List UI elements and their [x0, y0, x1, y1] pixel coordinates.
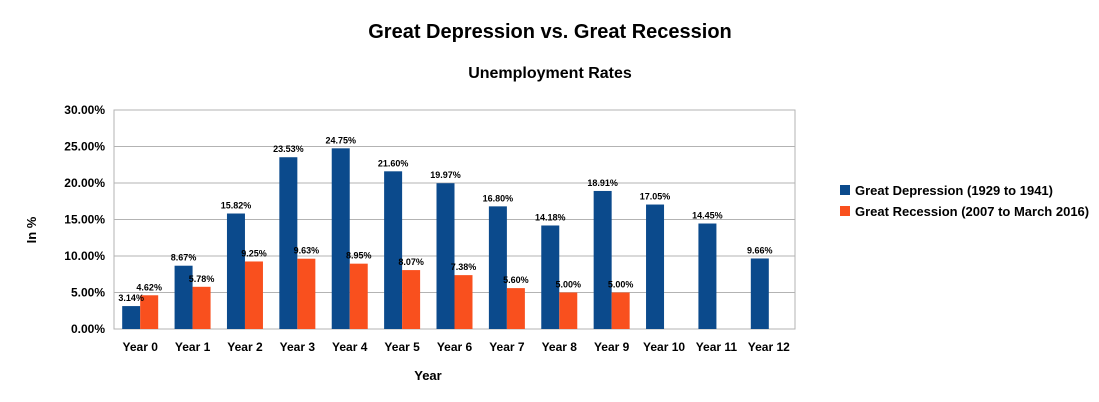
x-tick-label: Year 0: [123, 340, 159, 354]
data-label: 18.91%: [587, 178, 618, 188]
data-label: 7.38%: [451, 262, 477, 272]
bar-great-recession: [349, 263, 368, 329]
bar-great-depression: [646, 204, 665, 329]
chart-title: Great Depression vs. Great Recession: [368, 21, 732, 43]
x-tick-label: Year 6: [437, 340, 473, 354]
data-label: 9.66%: [747, 245, 773, 255]
y-tick-label: 10.00%: [64, 249, 105, 263]
bar-great-depression: [750, 258, 769, 329]
legend: Great Depression (1929 to 1941) Great Re…: [840, 183, 1089, 219]
data-label: 21.60%: [378, 158, 409, 168]
bar-great-recession: [192, 286, 211, 329]
bar-great-recession: [611, 292, 630, 329]
data-label: 8.67%: [171, 253, 197, 263]
data-label: 8.07%: [398, 257, 424, 267]
data-label: 4.62%: [136, 282, 162, 292]
data-label: 5.00%: [608, 280, 634, 290]
bar-great-recession: [297, 258, 316, 329]
bar-great-depression: [541, 225, 560, 329]
data-label: 9.63%: [294, 246, 320, 256]
bar-great-depression: [279, 157, 298, 329]
x-tick-label: Year 7: [489, 340, 525, 354]
legend-swatch-great-depression: [840, 185, 850, 195]
x-tick-label: Year 8: [542, 340, 578, 354]
y-tick-label: 20.00%: [64, 176, 105, 190]
bar-great-recession: [244, 261, 263, 329]
bars: [122, 148, 769, 329]
data-label: 5.60%: [503, 275, 529, 285]
bar-great-recession: [140, 295, 159, 329]
data-label: 14.45%: [692, 211, 723, 221]
bar-great-depression: [436, 183, 455, 329]
data-labels: 3.14% 8.67% 15.82% 23.53% 24.75% 21.60% 19.97%…: [118, 135, 772, 303]
data-label: 3.14%: [118, 293, 144, 303]
data-label: 9.25%: [241, 248, 267, 258]
data-label: 19.97%: [430, 170, 461, 180]
bar-great-depression: [698, 223, 717, 329]
data-label: 5.00%: [556, 280, 582, 290]
bar-great-depression: [593, 190, 612, 329]
data-label: 5.78%: [189, 274, 215, 284]
x-tick-label: Year 1: [175, 340, 211, 354]
bar-great-recession: [402, 270, 421, 329]
y-tick-label: 30.00%: [64, 103, 105, 117]
data-label: 14.18%: [535, 212, 566, 222]
data-label: 8.95%: [346, 251, 372, 261]
x-tick-label: Year 5: [384, 340, 420, 354]
y-axis-ticks: 0.00% 5.00% 10.00% 15.00% 20.00% 25.00% 30.00%: [64, 103, 105, 336]
x-tick-label: Year 3: [280, 340, 316, 354]
data-label: 23.53%: [273, 144, 304, 154]
chart-subtitle: Unemployment Rates: [468, 65, 632, 82]
bar-great-depression: [331, 148, 350, 329]
legend-swatch-great-recession: [840, 206, 850, 216]
bar-great-depression: [122, 306, 141, 329]
bar-great-depression: [226, 213, 245, 329]
x-tick-label: Year 11: [696, 340, 738, 354]
legend-label-great-depression: Great Depression (1929 to 1941): [855, 183, 1053, 198]
y-axis-label: In %: [24, 216, 39, 243]
data-label: 15.82%: [221, 201, 252, 211]
bar-great-recession: [559, 292, 578, 329]
data-label: 17.05%: [640, 192, 671, 202]
x-axis-label: Year: [414, 368, 441, 383]
bar-great-depression: [384, 171, 403, 329]
bar-great-depression: [488, 206, 507, 329]
legend-label-great-recession: Great Recession (2007 to March 2016): [855, 204, 1089, 219]
y-tick-label: 25.00%: [64, 140, 105, 154]
data-label: 24.75%: [325, 135, 356, 145]
x-tick-label: Year 10: [643, 340, 685, 354]
y-tick-label: 5.00%: [71, 286, 105, 300]
y-tick-label: 15.00%: [64, 213, 105, 227]
x-tick-label: Year 4: [332, 340, 368, 354]
x-axis-ticks: Year 0 Year 1 Year 2 Year 3 Year 4 Year 5 Year…: [123, 340, 791, 354]
bar-great-recession: [506, 288, 525, 329]
x-tick-label: Year 9: [594, 340, 630, 354]
x-tick-label: Year 2: [227, 340, 263, 354]
bar-great-recession: [454, 275, 473, 329]
x-tick-label: Year 12: [748, 340, 790, 354]
y-tick-label: 0.00%: [71, 322, 105, 336]
bar-great-depression: [174, 265, 193, 329]
data-label: 16.80%: [483, 193, 514, 203]
